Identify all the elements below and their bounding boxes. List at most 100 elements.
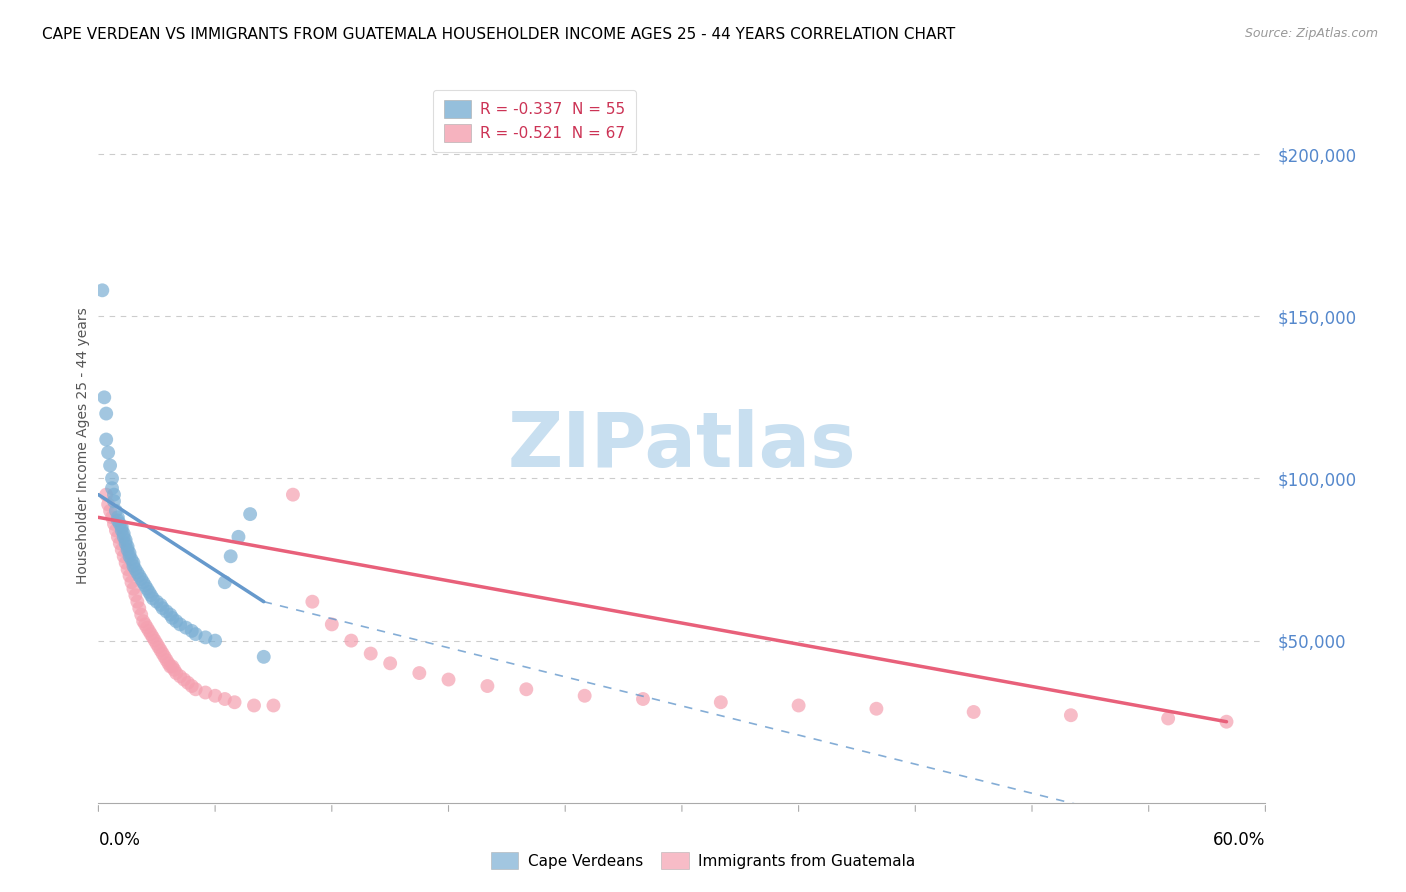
Point (262, 698, 284, 713)
Legend: R = -0.337  N = 55, R = -0.521  N = 67: R = -0.337 N = 55, R = -0.521 N = 67 (433, 90, 636, 153)
Point (194, 631, 217, 645)
Point (101, 510, 124, 524)
Point (127, 595, 149, 609)
Point (112, 526, 135, 541)
Point (132, 614, 155, 628)
Point (152, 647, 174, 661)
Point (360, 647, 382, 661)
Point (124, 588, 146, 602)
Point (103, 488, 125, 502)
Point (107, 510, 129, 524)
Point (97, 445, 120, 459)
Point (93, 390, 115, 404)
Point (437, 673, 460, 687)
Point (157, 657, 180, 671)
Point (631, 692, 654, 706)
Point (107, 530, 129, 544)
Point (787, 698, 810, 713)
Point (127, 566, 149, 580)
Point (204, 633, 226, 648)
Point (118, 546, 141, 560)
Point (214, 575, 236, 590)
Point (165, 666, 187, 681)
Point (117, 562, 139, 576)
Point (155, 653, 177, 667)
Point (101, 481, 124, 495)
Point (139, 627, 162, 641)
Point (169, 617, 191, 632)
Point (162, 611, 184, 625)
Point (477, 679, 499, 693)
Point (136, 621, 159, 635)
Text: Source: ZipAtlas.com: Source: ZipAtlas.com (1244, 27, 1378, 40)
Point (1060, 708, 1083, 723)
Point (96, 407, 118, 421)
Point (408, 666, 430, 681)
Point (134, 578, 156, 592)
Point (136, 582, 159, 596)
Point (149, 643, 172, 657)
Point (574, 689, 596, 703)
Point (162, 659, 184, 673)
Point (204, 689, 226, 703)
Text: 0.0%: 0.0% (98, 831, 141, 849)
Point (96, 488, 118, 502)
Point (124, 562, 146, 576)
Point (117, 542, 139, 557)
Point (163, 663, 186, 677)
Point (129, 572, 152, 586)
Point (149, 598, 172, 612)
Point (129, 607, 152, 622)
Point (321, 617, 343, 632)
Point (865, 702, 887, 716)
Point (117, 540, 139, 554)
Point (153, 649, 176, 664)
Point (962, 705, 984, 719)
Point (96, 433, 118, 447)
Point (98, 458, 121, 473)
Point (142, 631, 165, 645)
Point (180, 679, 202, 693)
Point (128, 601, 150, 615)
Point (132, 575, 155, 590)
Point (111, 524, 134, 538)
Point (224, 695, 246, 709)
Point (169, 669, 191, 683)
Point (122, 556, 145, 570)
Point (104, 504, 127, 518)
Legend: Cape Verdeans, Immigrants from Guatemala: Cape Verdeans, Immigrants from Guatemala (485, 846, 921, 875)
Point (101, 471, 124, 485)
Point (118, 549, 141, 564)
Y-axis label: Householder Income Ages 25 - 44 years: Householder Income Ages 25 - 44 years (76, 308, 90, 584)
Point (1157, 711, 1180, 725)
Point (214, 692, 236, 706)
Point (239, 507, 262, 521)
Point (108, 536, 131, 550)
Point (219, 549, 242, 564)
Point (114, 533, 136, 547)
Point (107, 514, 129, 528)
Point (91, 283, 114, 297)
Point (103, 494, 125, 508)
Point (104, 524, 127, 538)
Point (128, 568, 150, 582)
Point (378, 657, 402, 671)
Point (194, 685, 217, 699)
Point (138, 624, 160, 638)
Point (122, 582, 145, 596)
Point (301, 595, 323, 609)
Point (112, 549, 135, 564)
Point (103, 516, 125, 531)
Point (253, 649, 276, 664)
Point (174, 621, 197, 635)
Point (146, 595, 169, 609)
Point (152, 601, 174, 615)
Point (121, 552, 143, 566)
Point (281, 488, 304, 502)
Point (243, 698, 266, 713)
Point (228, 530, 250, 544)
Point (138, 585, 160, 599)
Text: ZIPatlas: ZIPatlas (508, 409, 856, 483)
Point (98, 504, 121, 518)
Point (111, 520, 134, 534)
